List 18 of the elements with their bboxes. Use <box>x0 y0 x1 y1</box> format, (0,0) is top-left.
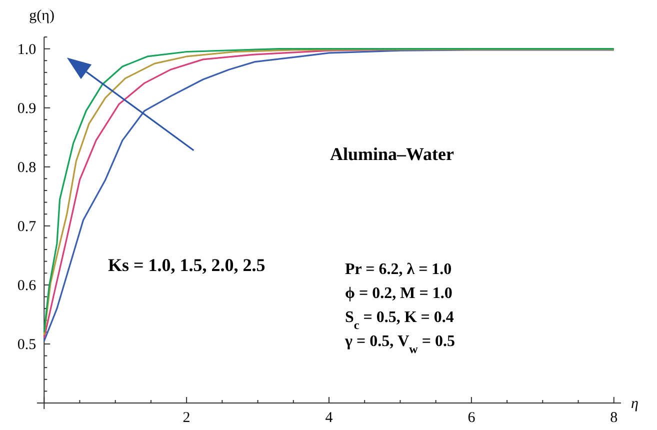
annotation: Pr = 6.2, λ = 1.0 <box>345 261 452 278</box>
x-tick-label: 4 <box>325 410 334 426</box>
annotation: Ks = 1.0, 1.5, 2.0, 2.5 <box>108 255 266 275</box>
x-tick-label: 6 <box>468 410 476 426</box>
y-tick-label: 1.0 <box>17 42 36 58</box>
y-tick-label: 0.7 <box>17 218 37 235</box>
y-tick-label: 0.9 <box>17 100 36 117</box>
annotation: Alumina‒Water <box>330 144 454 164</box>
x-tick-label: 8 <box>610 410 618 426</box>
y-axis-title: g(η) <box>29 8 54 24</box>
x-axis-title: η <box>631 396 638 412</box>
annotation: ϕ = 0.2, M = 1.0 <box>345 285 452 302</box>
annotation: γ = 0.5, V$_{w}$ = 0.5 <box>344 333 455 356</box>
y-tick-label: 0.8 <box>17 160 36 176</box>
annotation: S$_{c}$ = 0.5, K = 0.4 <box>345 309 454 332</box>
y-tick-label: 0.6 <box>17 278 37 294</box>
y-tick-label: 0.5 <box>17 336 36 353</box>
x-tick-label: 2 <box>182 410 190 426</box>
